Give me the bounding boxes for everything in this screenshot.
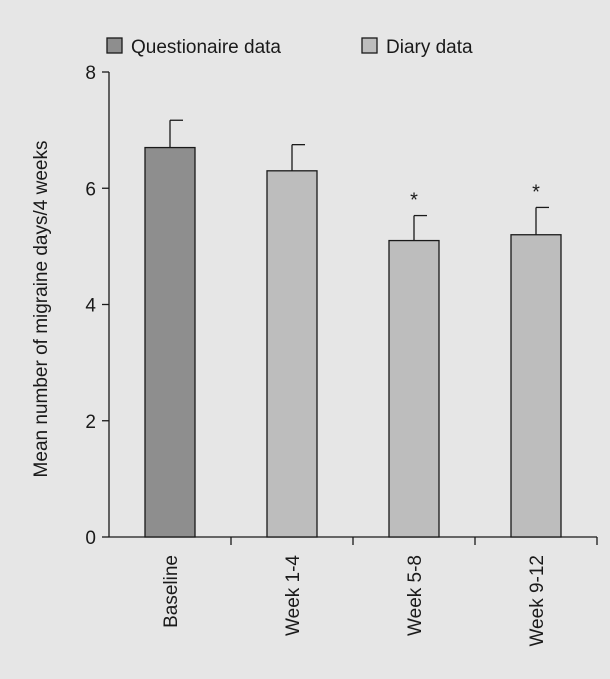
bar-week-9-12 xyxy=(510,234,562,538)
significance-marker: * xyxy=(410,190,418,212)
bar-week-1-4 xyxy=(266,170,318,538)
legend-label: Questionaire data xyxy=(131,37,281,58)
bar-week-5-8 xyxy=(388,239,440,538)
y-tick-label: 0 xyxy=(85,528,96,549)
legend-label: Diary data xyxy=(386,37,473,58)
x-tick-labels: Baseline Week 1-4 Week 5-8 Week 9-12 xyxy=(161,555,548,647)
x-tick-label: Week 1-4 xyxy=(283,555,304,636)
legend-swatch xyxy=(106,37,123,54)
bar-baseline xyxy=(144,146,196,538)
y-tick-label: 2 xyxy=(85,412,96,433)
legend-swatch xyxy=(361,37,378,54)
y-tick-label: 4 xyxy=(85,296,96,317)
y-tick-label: 6 xyxy=(85,179,96,200)
x-tick-label: Week 5-8 xyxy=(405,555,426,636)
significance-marker: * xyxy=(532,181,540,203)
y-axis-label: Mean number of migraine days/4 weeks xyxy=(31,141,52,478)
bars: * * xyxy=(144,119,562,538)
x-tick-label: Week 9-12 xyxy=(527,555,548,647)
y-tick-label: 8 xyxy=(85,63,96,84)
legend: Questionaire data Diary data xyxy=(106,37,473,58)
x-tick-label: Baseline xyxy=(161,555,182,628)
